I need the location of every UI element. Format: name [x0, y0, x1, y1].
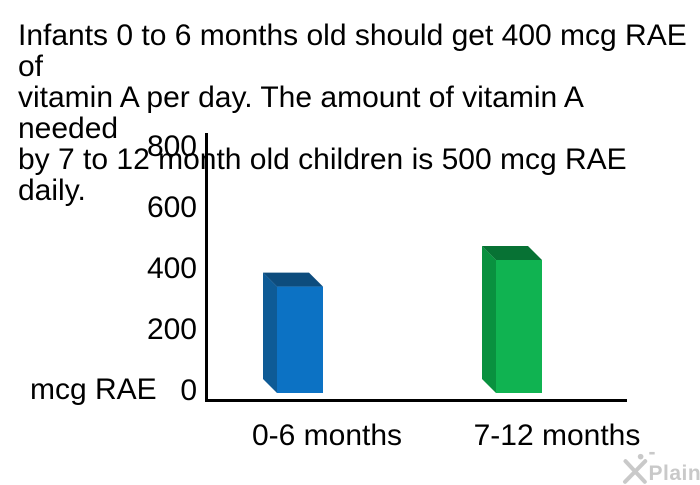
- bar-7-12-months: [496, 260, 542, 393]
- y-axis-unit-label: mcg RAE: [30, 374, 157, 405]
- xplain-watermark: -Plain: [620, 442, 700, 485]
- y-tick-label-800: 800: [147, 130, 197, 163]
- x-category-label-0-6-months: 0-6 months: [252, 419, 402, 452]
- x-plain-logo-icon: [620, 452, 648, 485]
- y-tick-label-200: 200: [147, 313, 197, 346]
- y-axis-line: [205, 133, 208, 402]
- y-tick-label-0: 0: [180, 374, 197, 407]
- y-tick-label-600: 600: [147, 191, 197, 224]
- bar-side-0-6-months: [263, 273, 277, 393]
- bar-side-7-12-months: [482, 246, 496, 393]
- watermark-text: -Plain: [649, 442, 700, 484]
- x-category-label-7-12-months: 7-12 months: [474, 419, 641, 452]
- bar-0-6-months: [277, 287, 323, 393]
- y-tick-label-400: 400: [147, 252, 197, 285]
- x-axis-line: [205, 399, 627, 402]
